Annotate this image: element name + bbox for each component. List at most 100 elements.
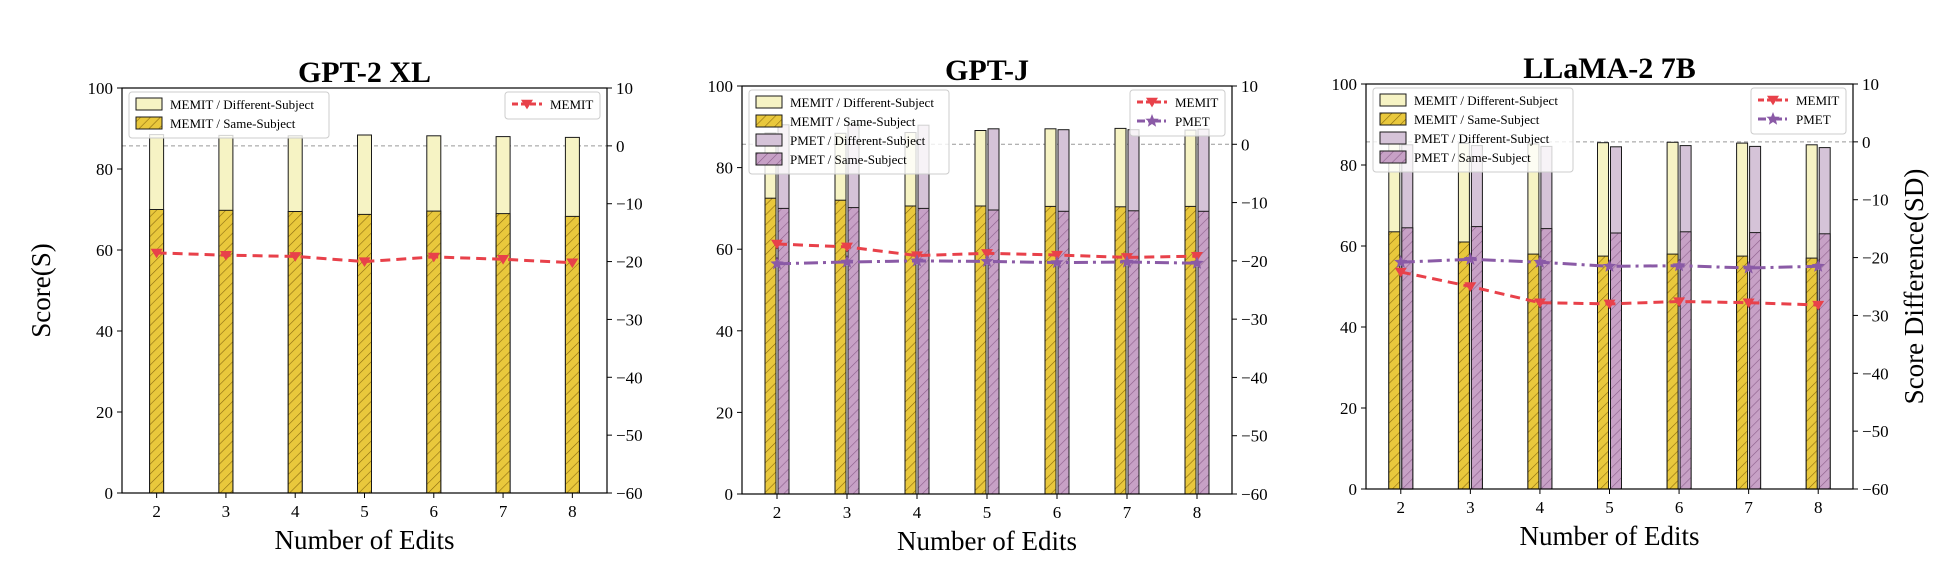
y2-tick-label: 0 [616, 137, 625, 156]
bar-pmet_same-4 [917, 207, 930, 495]
marker-memit_line-3 [219, 251, 232, 261]
legend-label: PMET / Different-Subject [790, 133, 926, 148]
y-axis-label: Score(S) [26, 243, 56, 337]
marker-memit_line-8 [566, 258, 579, 269]
bar-memit_same-7 [1736, 255, 1749, 490]
x-tick-label: 8 [1193, 503, 1202, 522]
legend-swatch-memit_same [135, 116, 163, 130]
y-tick-label: 100 [88, 79, 114, 98]
y2-tick-label: −20 [1862, 249, 1889, 268]
legend-swatch-memit_diff [135, 97, 163, 111]
x-axis-label: Number of Edits [275, 525, 455, 555]
marker-pmet_line-7 [1742, 261, 1756, 274]
x-tick-label: 7 [1123, 503, 1132, 522]
y-tick-label: 40 [716, 322, 733, 341]
legend-label: MEMIT [1175, 95, 1218, 110]
x-tick-label: 6 [430, 502, 439, 521]
x-tick-label: 5 [1605, 498, 1614, 517]
marker-pmet_line-8 [1811, 259, 1825, 272]
x-tick-label: 5 [983, 503, 992, 522]
y-tick-label: 80 [1340, 156, 1357, 175]
x-tick-label: 6 [1053, 503, 1062, 522]
bar-memit_same-8 [1184, 205, 1197, 495]
bar-pmet_same-2 [777, 207, 790, 495]
marker-memit_line-3 [1464, 282, 1477, 292]
marker-pmet_line-4 [910, 253, 924, 267]
bar-memit_same-4 [904, 205, 917, 495]
legend-label: MEMIT [1796, 93, 1839, 108]
y-tick-label: 0 [725, 485, 734, 504]
legend-label: MEMIT / Same-Subject [170, 116, 296, 131]
y2-tick-label: −10 [616, 195, 643, 214]
legend-bars [748, 89, 950, 175]
x-tick-label: 3 [222, 502, 231, 521]
y2-tick-label: −30 [1241, 310, 1268, 329]
y-tick-label: 100 [1332, 75, 1358, 94]
y2-tick-label: −60 [1862, 480, 1889, 499]
y2-tick-label: −30 [616, 310, 643, 329]
y2-axis-label: Score Difference(SD) [1899, 169, 1929, 405]
marker-pmet_line-6 [1672, 258, 1686, 272]
y-tick-label: 40 [1340, 318, 1357, 337]
marker-pmet_line-8 [1190, 256, 1204, 269]
marker-memit_line-6 [427, 252, 440, 263]
y2-tick-label: 0 [1862, 133, 1871, 152]
y-tick-label: 20 [96, 403, 113, 422]
marker-pmet_line-6 [1050, 255, 1064, 269]
x-axis-label: Number of Edits [1520, 521, 1700, 551]
y-tick-label: 80 [716, 159, 733, 178]
marker-memit_line-4 [1533, 298, 1546, 309]
legend-label: MEMIT / Different-Subject [790, 95, 934, 110]
bar-memit_same-3 [1457, 241, 1470, 490]
y2-tick-label: −40 [1862, 364, 1889, 383]
legend-swatch-pmet_diff [1379, 131, 1407, 145]
y2-tick-label: 10 [616, 79, 633, 98]
legend-label: MEMIT [550, 97, 593, 112]
bar-pmet_same-5 [1610, 232, 1622, 490]
x-tick-label: 2 [152, 502, 161, 521]
x-tick-label: 2 [1397, 498, 1406, 517]
y-tick-label: 60 [96, 241, 113, 260]
y2-tick-label: −10 [1241, 194, 1268, 213]
marker-memit_line-2 [771, 239, 783, 250]
marker-memit_line-2 [1394, 267, 1407, 278]
chart-title: LLaMA-2 7B [1523, 52, 1696, 85]
legend-label: MEMIT / Same-Subject [1414, 112, 1540, 127]
y-tick-label: 20 [716, 403, 733, 422]
x-tick-label: 4 [291, 502, 300, 521]
legend-label: MEMIT / Different-Subject [170, 97, 314, 112]
legend-bars [1372, 87, 1574, 173]
y2-tick-label: −50 [1241, 427, 1268, 446]
marker-memit_line-8 [1812, 300, 1825, 311]
x-axis-label: Number of Edits [897, 526, 1077, 556]
y2-tick-label: −60 [1241, 485, 1268, 504]
legend-swatch-pmet_same [755, 152, 783, 166]
y2-tick-label: 10 [1862, 75, 1879, 94]
marker-pmet_line-5 [1602, 259, 1617, 272]
marker-memit_line-5 [358, 257, 371, 267]
legend-marker-pmet_line [1766, 112, 1780, 125]
y2-tick-label: −20 [616, 253, 643, 272]
x-tick-label: 8 [1814, 498, 1823, 517]
marker-pmet_line-2 [770, 256, 784, 270]
marker-memit_line-5 [1603, 299, 1616, 310]
marker-memit_line-5 [981, 249, 993, 259]
y2-tick-label: −50 [616, 426, 643, 445]
bar-memit_same-5 [1597, 255, 1609, 490]
marker-pmet_line-5 [980, 254, 994, 268]
marker-pmet_line-3 [1463, 252, 1477, 265]
legend-marker-pmet_line [1145, 114, 1159, 127]
x-tick-label: 5 [360, 502, 369, 521]
x-tick-label: 7 [499, 502, 508, 521]
bar-pmet_same-4 [1540, 228, 1553, 490]
legend-label: MEMIT / Same-Subject [790, 114, 916, 129]
chart-title: GPT-2 XL [298, 56, 431, 89]
bar-memit_same-5 [357, 213, 372, 494]
marker-pmet_line-4 [1533, 255, 1547, 268]
y2-tick-label: −60 [616, 484, 643, 503]
legend-label: PMET / Same-Subject [1414, 150, 1531, 165]
legend-swatch-pmet_diff [755, 133, 783, 147]
legend-label: PMET [1175, 114, 1210, 129]
bar-pmet_same-3 [1470, 226, 1483, 490]
